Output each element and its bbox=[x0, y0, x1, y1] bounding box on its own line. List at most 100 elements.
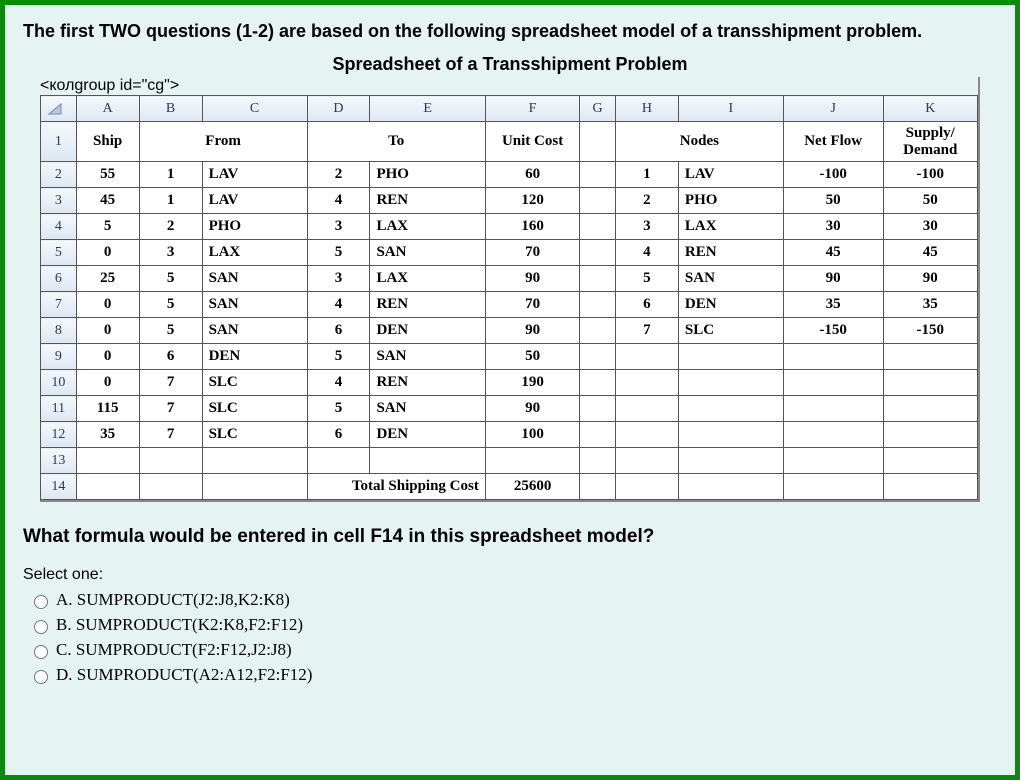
cell: 90 bbox=[485, 318, 579, 344]
option-label[interactable]: C. SUMPRODUCT(F2:F12,J2:J8) bbox=[56, 640, 292, 660]
cell: 50 bbox=[485, 344, 579, 370]
cell: DEN bbox=[370, 318, 485, 344]
table-row: 805SAN6DEN907SLC-150-150 bbox=[41, 318, 978, 344]
cell: REN bbox=[678, 240, 783, 266]
option-label[interactable]: D. SUMPRODUCT(A2:A12,F2:F12) bbox=[56, 665, 312, 685]
column-letters-row: ABCDEFGHIJK bbox=[41, 96, 978, 122]
row-header: 8 bbox=[41, 318, 77, 344]
cell: -100 bbox=[783, 162, 883, 188]
cell: 45 bbox=[76, 188, 139, 214]
cell: 7 bbox=[615, 318, 678, 344]
option-radio-A[interactable] bbox=[34, 595, 48, 609]
cell bbox=[615, 370, 678, 396]
cell: REN bbox=[370, 188, 485, 214]
cell: 30 bbox=[883, 214, 978, 240]
cell: LAX bbox=[370, 266, 485, 292]
cell: 5 bbox=[307, 344, 370, 370]
option-radio-C[interactable] bbox=[34, 645, 48, 659]
cell bbox=[580, 344, 616, 370]
row-header: 14 bbox=[41, 474, 77, 500]
cell: 190 bbox=[485, 370, 579, 396]
cell bbox=[580, 214, 616, 240]
cell bbox=[615, 422, 678, 448]
cell bbox=[370, 448, 485, 474]
cell: SAN bbox=[370, 344, 485, 370]
cell: DEN bbox=[678, 292, 783, 318]
column-header-B: B bbox=[139, 96, 202, 122]
spreadsheet-title: Spreadsheet of a Transshipment Problem bbox=[23, 54, 997, 75]
select-one-label: Select one: bbox=[23, 566, 997, 584]
option-row: C. SUMPRODUCT(F2:F12,J2:J8) bbox=[29, 640, 997, 660]
cell bbox=[485, 448, 579, 474]
cell bbox=[580, 292, 616, 318]
cell: 6 bbox=[307, 318, 370, 344]
cell bbox=[580, 318, 616, 344]
cell: -150 bbox=[883, 318, 978, 344]
table-row: 13 bbox=[41, 448, 978, 474]
option-radio-B[interactable] bbox=[34, 620, 48, 634]
cell bbox=[678, 448, 783, 474]
cell: 0 bbox=[76, 240, 139, 266]
cell: SAN bbox=[202, 266, 307, 292]
intro-text: The first TWO questions (1-2) are based … bbox=[23, 19, 997, 44]
cell bbox=[76, 474, 139, 500]
cell bbox=[580, 422, 616, 448]
row-header: 11 bbox=[41, 396, 77, 422]
row-header: 6 bbox=[41, 266, 77, 292]
cell: 1 bbox=[139, 188, 202, 214]
cell: 5 bbox=[139, 266, 202, 292]
option-label[interactable]: B. SUMPRODUCT(K2:K8,F2:F12) bbox=[56, 615, 303, 635]
cell: 30 bbox=[783, 214, 883, 240]
header-cell: Supply/ Demand bbox=[883, 122, 978, 162]
cell: SLC bbox=[678, 318, 783, 344]
cell bbox=[883, 396, 978, 422]
cell: SAN bbox=[370, 240, 485, 266]
cell: 1 bbox=[615, 162, 678, 188]
cell: -150 bbox=[783, 318, 883, 344]
cell bbox=[580, 188, 616, 214]
table-row: 1007SLC4REN190 bbox=[41, 370, 978, 396]
cell: 0 bbox=[76, 344, 139, 370]
cell: 4 bbox=[307, 370, 370, 396]
cell bbox=[580, 266, 616, 292]
row-header: 4 bbox=[41, 214, 77, 240]
option-label[interactable]: A. SUMPRODUCT(J2:J8,K2:K8) bbox=[56, 590, 290, 610]
cell: 5 bbox=[307, 396, 370, 422]
cell bbox=[783, 474, 883, 500]
cell: SLC bbox=[202, 396, 307, 422]
cell: 120 bbox=[485, 188, 579, 214]
row-header: 12 bbox=[41, 422, 77, 448]
cell: 2 bbox=[139, 214, 202, 240]
cell bbox=[883, 422, 978, 448]
cell bbox=[580, 240, 616, 266]
cell: 115 bbox=[76, 396, 139, 422]
total-label: Total Shipping Cost bbox=[307, 474, 485, 500]
cell: 35 bbox=[783, 292, 883, 318]
column-header-E: E bbox=[370, 96, 485, 122]
cell bbox=[783, 422, 883, 448]
cell bbox=[580, 162, 616, 188]
cell bbox=[202, 448, 307, 474]
table-row: 1ShipFromToUnit CostNodesNet FlowSupply/… bbox=[41, 122, 978, 162]
column-header-F: F bbox=[485, 96, 579, 122]
column-header-D: D bbox=[307, 96, 370, 122]
cell bbox=[883, 344, 978, 370]
cell: PHO bbox=[370, 162, 485, 188]
cell: 60 bbox=[485, 162, 579, 188]
header-cell: Unit Cost bbox=[485, 122, 579, 162]
options-group: A. SUMPRODUCT(J2:J8,K2:K8) B. SUMPRODUCT(… bbox=[23, 590, 997, 685]
option-radio-D[interactable] bbox=[34, 670, 48, 684]
cell: 25 bbox=[76, 266, 139, 292]
cell: 3 bbox=[307, 214, 370, 240]
column-header-H: H bbox=[615, 96, 678, 122]
cell bbox=[783, 370, 883, 396]
question-text: What formula would be entered in cell F1… bbox=[23, 526, 997, 548]
column-header-A: A bbox=[76, 96, 139, 122]
cell: 0 bbox=[76, 292, 139, 318]
cell: 45 bbox=[783, 240, 883, 266]
cell: REN bbox=[370, 370, 485, 396]
cell bbox=[580, 370, 616, 396]
cell bbox=[678, 474, 783, 500]
cell: 3 bbox=[307, 266, 370, 292]
cell: 7 bbox=[139, 370, 202, 396]
